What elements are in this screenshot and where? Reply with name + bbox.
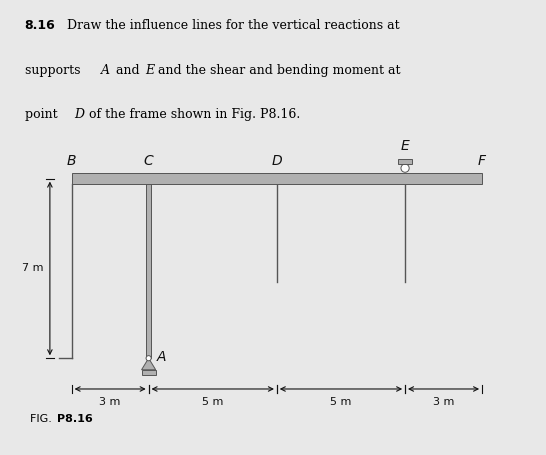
Text: A: A xyxy=(101,64,110,77)
Text: C: C xyxy=(144,154,153,168)
Text: P8.16: P8.16 xyxy=(57,414,93,424)
Circle shape xyxy=(401,164,409,172)
Text: 3 m: 3 m xyxy=(433,397,454,407)
Polygon shape xyxy=(141,358,156,370)
Bar xyxy=(146,184,151,358)
Text: supports: supports xyxy=(25,64,84,77)
Text: 5 m: 5 m xyxy=(330,397,352,407)
Text: B: B xyxy=(67,154,76,168)
Text: D: D xyxy=(271,154,282,168)
Text: F: F xyxy=(478,154,486,168)
Text: D: D xyxy=(74,108,84,121)
Text: E: E xyxy=(145,64,154,77)
Bar xyxy=(72,173,482,184)
Text: of the frame shown in Fig. P8.16.: of the frame shown in Fig. P8.16. xyxy=(85,108,300,121)
Text: Draw the influence lines for the vertical reactions at: Draw the influence lines for the vertica… xyxy=(63,19,400,32)
Text: FIG.: FIG. xyxy=(30,414,55,424)
Text: and: and xyxy=(112,64,144,77)
Text: 7 m: 7 m xyxy=(22,263,44,273)
Bar xyxy=(398,159,412,163)
Text: point: point xyxy=(25,108,61,121)
Text: A: A xyxy=(156,350,166,364)
Text: E: E xyxy=(401,139,410,153)
Circle shape xyxy=(146,356,151,361)
Text: 3 m: 3 m xyxy=(99,397,121,407)
Text: and the shear and bending moment at: and the shear and bending moment at xyxy=(154,64,400,77)
Text: 8.16: 8.16 xyxy=(25,19,55,32)
Bar xyxy=(141,370,156,375)
Text: 5 m: 5 m xyxy=(202,397,223,407)
